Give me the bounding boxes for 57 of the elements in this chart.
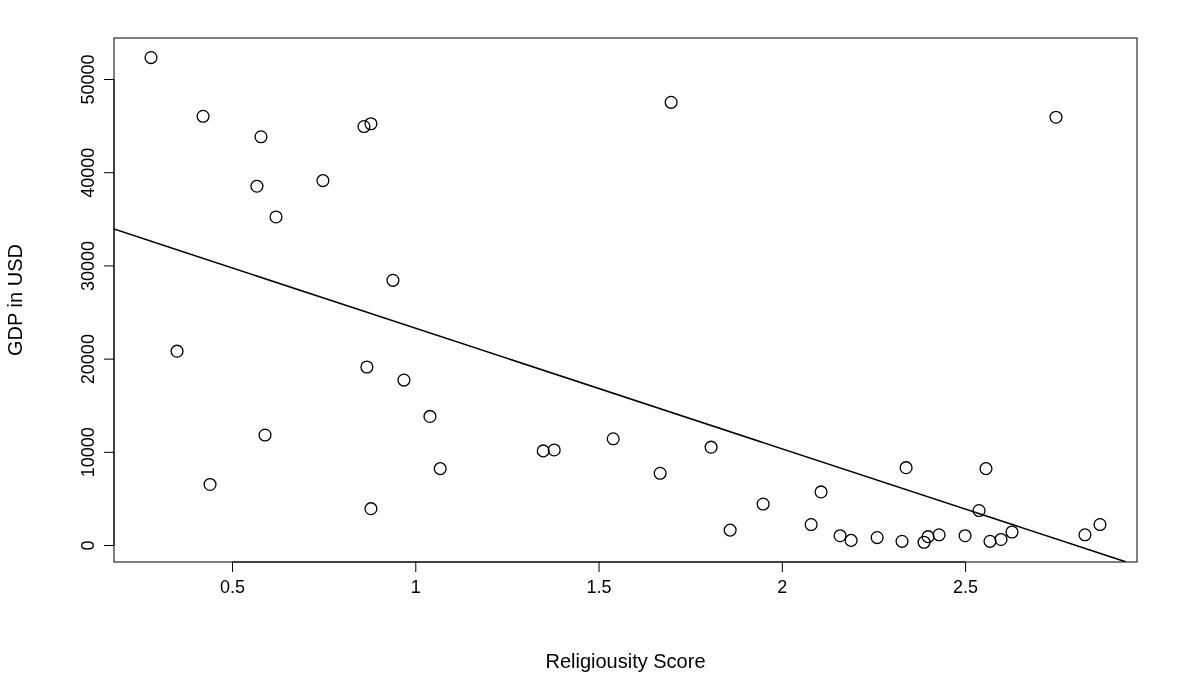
y-axis-title: GDP in USD bbox=[4, 244, 26, 356]
point bbox=[704, 440, 718, 454]
point bbox=[917, 535, 931, 549]
point bbox=[433, 462, 447, 476]
point bbox=[364, 502, 378, 516]
point bbox=[994, 532, 1008, 546]
point bbox=[316, 174, 330, 188]
point bbox=[958, 529, 972, 543]
point bbox=[386, 273, 400, 287]
x-tick-label: 2.5 bbox=[953, 576, 979, 597]
x-axis-title: Religiousity Score bbox=[545, 650, 706, 672]
point bbox=[1005, 525, 1019, 539]
point bbox=[1093, 517, 1107, 532]
point bbox=[664, 95, 678, 109]
point bbox=[756, 497, 770, 511]
point bbox=[979, 462, 993, 476]
y-tick-label: 50000 bbox=[78, 54, 98, 105]
point bbox=[203, 477, 217, 492]
point bbox=[833, 529, 847, 543]
point bbox=[269, 210, 283, 224]
x-tick-label: 1 bbox=[410, 576, 421, 597]
point bbox=[536, 444, 550, 458]
point bbox=[870, 531, 884, 545]
point bbox=[895, 534, 909, 548]
point bbox=[814, 485, 828, 499]
point bbox=[804, 517, 818, 532]
point bbox=[653, 466, 667, 480]
x-tick-label: 2 bbox=[777, 576, 788, 597]
point bbox=[606, 432, 620, 446]
point bbox=[921, 530, 935, 544]
point bbox=[1078, 528, 1092, 542]
point bbox=[723, 523, 737, 537]
point bbox=[932, 528, 946, 542]
point bbox=[972, 504, 986, 518]
point bbox=[258, 428, 272, 442]
point bbox=[360, 360, 374, 374]
point bbox=[983, 534, 997, 548]
point bbox=[254, 130, 268, 144]
point bbox=[423, 409, 437, 423]
point bbox=[547, 443, 561, 457]
point bbox=[170, 344, 184, 358]
point bbox=[397, 373, 411, 387]
point bbox=[196, 109, 210, 123]
point bbox=[899, 461, 913, 475]
x-tick-label: 0.5 bbox=[220, 576, 246, 597]
y-tick-label: 0 bbox=[78, 540, 98, 551]
point bbox=[250, 179, 264, 193]
point bbox=[844, 533, 858, 547]
y-tick-label: 10000 bbox=[78, 427, 98, 478]
point bbox=[144, 51, 158, 65]
point bbox=[1049, 110, 1063, 124]
point bbox=[364, 117, 378, 131]
y-tick-label: 30000 bbox=[78, 240, 98, 291]
y-tick-label: 20000 bbox=[78, 334, 98, 385]
point bbox=[357, 119, 371, 134]
x-tick-label: 1.5 bbox=[586, 576, 612, 597]
y-tick-label: 40000 bbox=[78, 147, 98, 198]
